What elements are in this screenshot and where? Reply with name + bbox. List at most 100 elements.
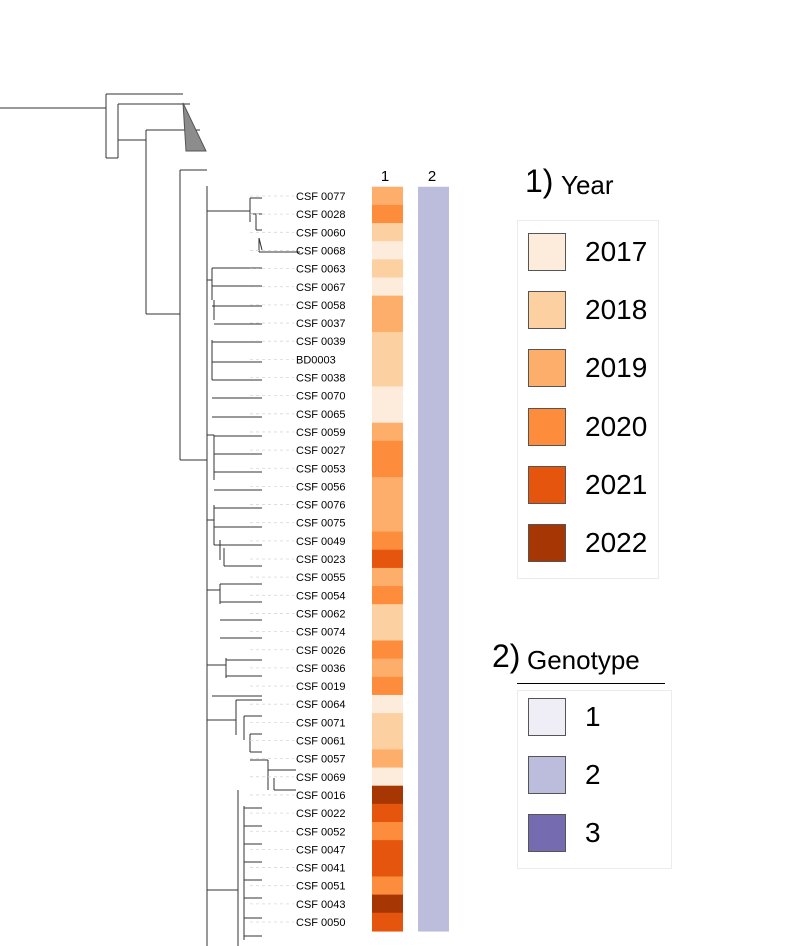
heatmap-cell-year <box>372 495 403 515</box>
legend-swatch <box>528 407 566 446</box>
tip-label: CSF 0022 <box>296 808 346 820</box>
tip-label: CSF 0047 <box>296 844 346 856</box>
legend-label: 2020 <box>585 410 648 442</box>
legend-label: 2017 <box>585 236 648 267</box>
tip-label: CSF 0053 <box>296 463 346 475</box>
tip-label: CSF 0056 <box>296 481 346 493</box>
heatmap-cell-year <box>372 350 403 369</box>
heatmap-cell-genotype <box>418 767 449 787</box>
heatmap-cell-genotype <box>418 223 449 242</box>
tip-label: CSF 0058 <box>296 300 346 312</box>
tip-label: BD0003 <box>296 354 336 366</box>
tip-label: CSF 0057 <box>296 754 346 766</box>
tip-label: CSF 0036 <box>296 663 346 675</box>
tip-label: CSF 0070 <box>296 391 346 403</box>
tip-label: CSF 0041 <box>296 863 346 875</box>
legend-swatch <box>528 756 566 794</box>
tip-label: CSF 0059 <box>296 427 346 439</box>
heatmap-cell-genotype <box>418 567 449 587</box>
heatmap-cell-genotype <box>418 676 449 696</box>
heatmap-cell-genotype <box>418 785 449 805</box>
legend-label: 3 <box>585 817 601 848</box>
heatmap-cell-year <box>372 858 403 878</box>
heatmap-cell-year <box>372 513 403 533</box>
year-legend <box>517 220 659 579</box>
heatmap-cell-year <box>372 840 403 859</box>
heatmap-cell-genotype <box>418 277 449 297</box>
heatmap-year-column <box>372 186 403 932</box>
heatmap-cell-genotype <box>418 894 449 914</box>
heatmap-cell-year <box>372 277 403 297</box>
heatmap-cell-genotype <box>418 876 449 896</box>
tip-label: CSF 0023 <box>296 554 346 566</box>
legend-label: 2022 <box>585 527 648 558</box>
heatmap-cell-year <box>372 658 403 678</box>
heatmap-cell-year <box>372 803 403 823</box>
tip-label: CSF 0064 <box>296 699 346 711</box>
tree-branches <box>0 93 300 946</box>
heatmap-cell-genotype <box>418 386 449 406</box>
heatmap-cell-genotype <box>418 350 449 369</box>
heatmap-cell-year <box>372 422 403 442</box>
legend-swatch <box>528 524 566 562</box>
heatmap-cell-year <box>372 894 403 914</box>
heatmap-cell-genotype <box>418 803 449 823</box>
heatmap-cell-year <box>372 731 403 751</box>
heatmap-cell-genotype <box>418 604 449 623</box>
heatmap-cell-genotype <box>418 531 449 551</box>
heatmap-cell-genotype <box>418 749 449 769</box>
heatmap-cell-year <box>372 186 403 206</box>
heatmap-cell-genotype <box>418 858 449 878</box>
leader-lines <box>250 195 294 923</box>
heatmap-cell-year <box>372 440 403 460</box>
genotype-legend-number: 2) <box>492 638 521 674</box>
heatmap-cell-genotype <box>418 513 449 533</box>
legend-swatch <box>528 291 566 330</box>
heatmap-cell-year <box>372 785 403 805</box>
heatmap-cell-genotype <box>418 459 449 478</box>
heatmap-cell-year <box>372 640 403 660</box>
heatmap-cell-genotype <box>418 586 449 605</box>
heatmap-cell-year <box>372 313 403 333</box>
heatmap-cell-genotype <box>418 422 449 442</box>
tip-label: CSF 0052 <box>296 826 346 838</box>
tip-label: CSF 0028 <box>296 209 346 221</box>
heatmap-cell-genotype <box>418 295 449 315</box>
heatmap-cell-year <box>372 259 403 279</box>
tip-label: CSF 0067 <box>296 282 346 294</box>
legend-label: 2018 <box>585 294 648 326</box>
legend-swatch <box>528 349 566 388</box>
heatmap-genotype-column <box>418 186 449 932</box>
heatmap-cell-genotype <box>418 404 449 424</box>
tip-label: CSF 0069 <box>296 772 346 784</box>
tip-label: CSF 0075 <box>296 518 346 530</box>
heatmap-cell-genotype <box>418 313 449 333</box>
heatmap-cell-genotype <box>418 204 449 224</box>
heatmap-cell-year <box>372 241 403 260</box>
tip-label: CSF 0062 <box>296 608 346 620</box>
heatmap-cell-year <box>372 404 403 424</box>
tip-label: CSF 0074 <box>296 627 346 639</box>
year-legend-title: Year <box>561 170 614 200</box>
tip-label: CSF 0050 <box>296 917 346 929</box>
legend-swatch <box>528 233 566 271</box>
heatmap-cell-genotype <box>418 259 449 279</box>
heatmap-cell-genotype <box>418 840 449 859</box>
heatmap-column-label-2: 2 <box>428 168 436 185</box>
heatmap-cell-year <box>372 912 403 932</box>
heatmap-cell-genotype <box>418 658 449 678</box>
heatmap-cell-year <box>372 459 403 478</box>
tip-label: CSF 0063 <box>296 264 346 276</box>
heatmap-cell-year <box>372 531 403 551</box>
heatmap-cell-year <box>372 386 403 406</box>
heatmap-cell-genotype <box>418 440 449 460</box>
collapsed-clade-triangle <box>182 102 207 152</box>
heatmap-cell-year <box>372 295 403 315</box>
heatmap-cell-genotype <box>418 186 449 206</box>
tip-label: CSF 0061 <box>296 736 346 748</box>
tip-label: CSF 0060 <box>296 227 346 239</box>
heatmap-cell-year <box>372 204 403 224</box>
heatmap-cell-genotype <box>418 912 449 932</box>
heatmap-cell-genotype <box>418 731 449 751</box>
genotype-legend-title: Genotype <box>527 645 640 675</box>
